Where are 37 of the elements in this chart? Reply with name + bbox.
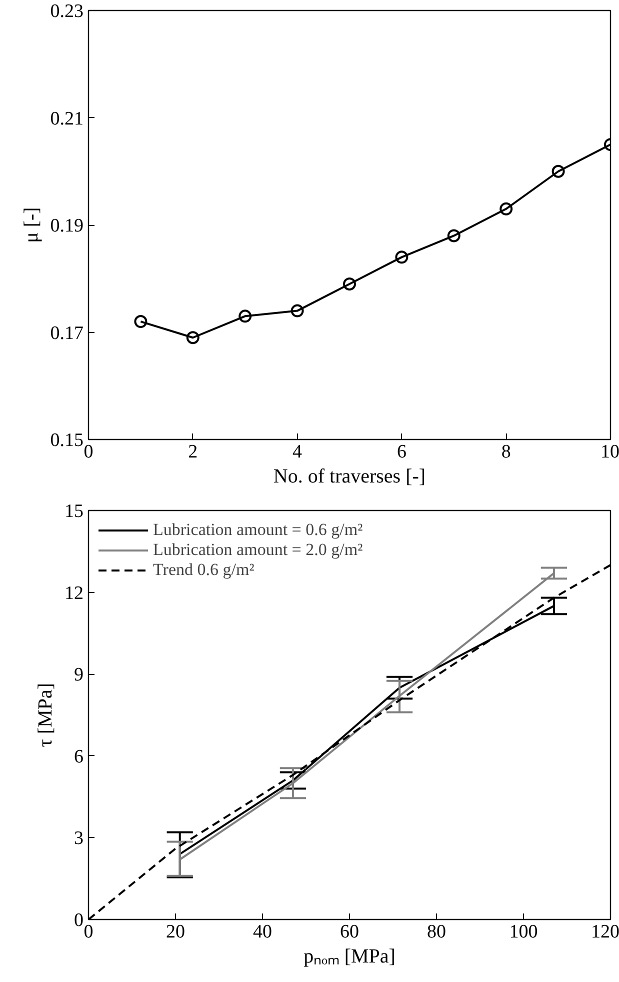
y-tick-label: 3 (74, 828, 84, 850)
x-tick-label: 40 (253, 922, 272, 942)
x-tick-label: 6 (396, 442, 406, 462)
x-tick-label: 8 (501, 442, 511, 462)
x-tick-label: 2 (188, 442, 198, 462)
y-axis-title: μ [-] (20, 207, 42, 243)
legend-label: Lubrication amount = 2.0 g/m² (153, 540, 363, 560)
y-tick-label: 0.21 (50, 108, 84, 130)
x-tick-label: 100 (509, 922, 538, 942)
y-tick-label: 15 (64, 501, 84, 522)
x-tick-label: 20 (166, 922, 185, 942)
x-tick-label: 80 (427, 922, 446, 942)
point (343, 278, 356, 290)
point (395, 250, 408, 264)
point (134, 315, 148, 328)
y-tick-label: 6 (74, 746, 84, 768)
x-tick-label: 120 (591, 922, 619, 942)
point (238, 310, 252, 323)
y-tick-label: 0.15 (50, 430, 84, 451)
y-tick-label: 12 (64, 582, 84, 604)
y-axis-title: τ [MPa] (34, 682, 56, 748)
y-tick-label: 0.19 (50, 216, 84, 236)
x-axis-title: No. of traverses [-] (273, 466, 426, 488)
legend-label: Trend 0.6 g/m² (153, 560, 254, 580)
point (186, 331, 200, 344)
point (500, 202, 513, 216)
x-tick-label: 4 (292, 442, 303, 462)
y-tick-label: 9 (74, 664, 84, 686)
y-tick-label: 0.17 (50, 322, 84, 344)
x-tick-label: 10 (600, 442, 619, 462)
point (552, 164, 565, 178)
point (290, 304, 304, 318)
point (447, 229, 460, 242)
x-axis-title: pₙₒₘ [MPa] (304, 946, 396, 968)
x-tick-label: 60 (340, 922, 359, 942)
y-tick-label: 0.23 (50, 1, 84, 22)
legend-label: Lubrication amount = 0.6 g/m² (153, 520, 363, 540)
